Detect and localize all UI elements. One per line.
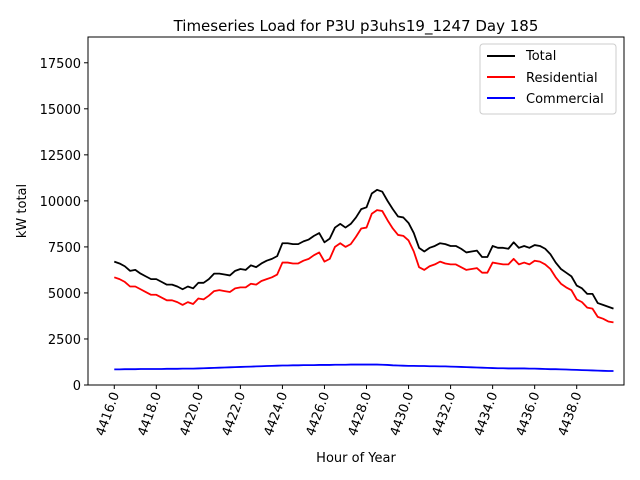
y-tick-label: 7500 bbox=[48, 241, 81, 256]
y-tick-label: 10000 bbox=[40, 195, 81, 210]
y-axis: 0 2500 5000 7500 10000 12500 15000 17500 bbox=[40, 57, 88, 394]
x-tick-label: 4416.0 bbox=[93, 390, 123, 438]
series-line-commercial bbox=[114, 363, 614, 372]
x-tick-label: 4438.0 bbox=[556, 390, 586, 438]
x-tick-label: 4424.0 bbox=[262, 390, 292, 438]
legend: Total Residential Commercial bbox=[479, 43, 617, 115]
y-tick-label: 15000 bbox=[40, 103, 81, 118]
y-tick-label: 2500 bbox=[48, 333, 81, 348]
y-tick-label: 5000 bbox=[48, 287, 81, 302]
x-tick-label: 4430.0 bbox=[388, 390, 418, 438]
y-tick-label: 12500 bbox=[40, 149, 81, 164]
plot-border bbox=[87, 36, 625, 386]
x-tick-label: 4432.0 bbox=[430, 390, 460, 438]
x-tick-label: 4422.0 bbox=[219, 390, 249, 438]
series-line-total bbox=[113, 188, 614, 310]
x-axis-label: Hour of Year bbox=[316, 451, 396, 466]
x-axis: 4416.0 4418.0 4420.0 4422.0 4424.0 4426.0 4428… bbox=[93, 385, 585, 438]
legend-label-commercial: Commercial bbox=[526, 92, 604, 107]
chart-title: Timeseries Load for P3U p3uhs19_1247 Day… bbox=[173, 17, 539, 36]
y-axis-label: kW total bbox=[15, 184, 30, 238]
y-tick-label: 0 bbox=[73, 379, 81, 394]
x-tick-label: 4418.0 bbox=[135, 390, 165, 438]
x-tick-label: 4428.0 bbox=[346, 390, 376, 438]
legend-label-residential: Residential bbox=[526, 71, 598, 86]
x-tick-label: 4436.0 bbox=[514, 390, 544, 438]
x-tick-label: 4420.0 bbox=[177, 390, 207, 438]
x-tick-label: 4434.0 bbox=[472, 390, 502, 438]
series-line-residential bbox=[113, 209, 614, 324]
legend-box bbox=[479, 43, 617, 115]
series-lines bbox=[113, 188, 614, 372]
x-tick-label: 4426.0 bbox=[304, 390, 334, 438]
y-tick-label: 17500 bbox=[40, 57, 81, 72]
legend-label-total: Total bbox=[525, 49, 556, 64]
